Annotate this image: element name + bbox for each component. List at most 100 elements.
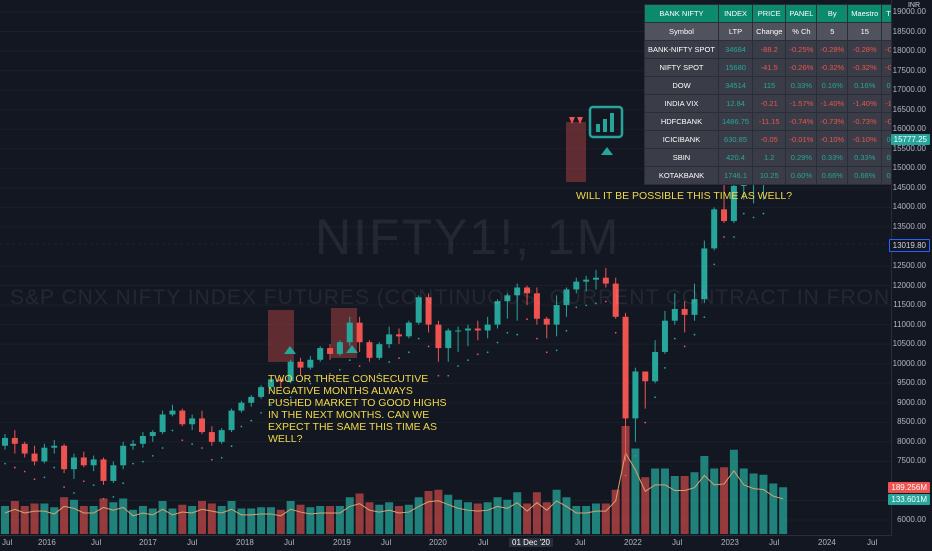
time-tick-label: 2022 [624, 538, 642, 547]
price-scale[interactable]: INR 19000.00 18500.00 18000.00 17500.00 1700… [888, 0, 932, 535]
time-axis[interactable]: Jul 2016 Jul 2017 Jul 2018 Jul 2019 Jul 2020 Jul 01… [0, 535, 892, 551]
trailing-stop-dot [63, 486, 65, 489]
panel-cell: BANK-NIFTY SPOT [644, 40, 719, 59]
volume-bar [729, 449, 738, 534]
time-tick-label: 2024 [818, 538, 836, 547]
price-tick-label: 6000.00 [897, 515, 926, 524]
time-tick-label: Jul [381, 538, 392, 547]
trailing-stop-dot [289, 396, 292, 399]
candle [218, 428, 225, 444]
volume-bar [749, 473, 758, 534]
trailing-stop-dot [388, 361, 391, 363]
volume-bar [237, 508, 246, 534]
candle [31, 445, 38, 466]
candle [238, 400, 245, 413]
volume-bar [542, 502, 551, 534]
volume-bar [680, 476, 689, 534]
price-tick-label: 10500.00 [892, 339, 926, 349]
volume-bar [395, 506, 403, 534]
panel-row: INDIA VIX12.84-0.21-1.57%-1.40%-1.40%-1.… [644, 94, 914, 113]
price-tick-label: 8000.00 [897, 436, 926, 446]
candle [425, 293, 432, 333]
volume-bar [138, 506, 147, 534]
trailing-stop-dot [250, 419, 253, 422]
panel-cell: PANEL [785, 4, 818, 23]
candle [327, 344, 334, 360]
trailing-stop-dot [398, 357, 400, 360]
volume-bar [355, 493, 364, 534]
volume-bar [414, 497, 423, 534]
candle [258, 385, 265, 399]
panel-cell: SBIN [644, 148, 719, 167]
panel-cell: -11.15 [752, 112, 787, 131]
volume-bar [276, 509, 285, 534]
volume-bar [99, 498, 108, 534]
candle [652, 340, 659, 384]
candle [721, 178, 728, 224]
candle [228, 408, 235, 433]
panel-cell: 0.66% [816, 166, 849, 185]
panel-cell: 0.33% [816, 148, 849, 167]
volume-bar [700, 456, 709, 534]
panel-cell: 15 [847, 22, 883, 41]
volume-bar [158, 501, 167, 534]
trailing-stop-dot [673, 337, 676, 340]
trailing-stop-dot [279, 400, 282, 403]
panel-cell: Symbol [644, 22, 719, 41]
candle [464, 324, 471, 347]
volume-ma-line [4, 451, 784, 517]
volume-bar [30, 503, 39, 534]
candlesticks [2, 133, 787, 485]
candle [366, 340, 373, 362]
trailing-stop-dot [545, 351, 548, 354]
volume-bar [552, 489, 561, 534]
candle [642, 371, 649, 409]
volume-bar [148, 508, 157, 534]
price-tick-label: 19000.00 [892, 7, 926, 16]
trailing-stop-dot [604, 300, 607, 303]
trailing-stop-dot [73, 492, 75, 494]
trailing-stop-dot [585, 304, 588, 307]
market-panel-table: BANK NIFTYINDEXPRICEPANELByMaestroTrader… [644, 4, 914, 185]
panel-cell: By [816, 4, 849, 23]
price-chart[interactable] [0, 0, 892, 535]
panel-cell: PRICE [752, 4, 787, 23]
volume-bar [503, 499, 512, 534]
volume-bar [739, 468, 748, 534]
volume-bar [247, 508, 256, 534]
trailing-stop-dot [654, 396, 656, 399]
trailing-stop-dot [516, 333, 519, 336]
time-tick-label: Jul [672, 538, 683, 547]
highlight-box-2021 [566, 122, 586, 182]
volume-bar [60, 497, 69, 534]
volume-bar [562, 497, 571, 534]
candle [681, 301, 688, 333]
trailing-stop-dot [368, 374, 371, 377]
volume-bar [168, 508, 177, 534]
price-tick-label: 14000.00 [892, 202, 926, 212]
panel-row: ICICIBANK630.85-0.05-0.01%-0.10%-0.10%0.… [644, 130, 914, 149]
panel-cell: -0.74% [785, 112, 818, 131]
panel-cell: 34684 [717, 40, 754, 59]
trailing-stop-dot [496, 341, 499, 344]
panel-cell: -0.05 [752, 130, 787, 149]
trailing-stop-dot [82, 480, 85, 483]
volume-bar [601, 503, 610, 534]
trailing-stop-dot [752, 216, 755, 219]
buy-signal-marker-2018 [284, 346, 296, 354]
volume-bar [660, 468, 669, 534]
panel-cell: -88.2 [752, 40, 787, 59]
trailing-stop-dot [427, 345, 430, 348]
annotation-possible-this-time: WILL IT BE POSSIBLE THIS TIME AS WELL? [576, 190, 793, 202]
volume-bar [759, 474, 768, 534]
price-tick-label: 16500.00 [892, 104, 926, 114]
candle [661, 310, 668, 354]
candle [248, 394, 255, 407]
annotation-consecutive-negative-months: TWO OR THREE CONSECUTIVE NEGATIVE MONTHS… [268, 373, 447, 445]
panel-cell: -0.10% [816, 130, 849, 149]
volume-bar [523, 503, 532, 534]
trailing-stop-dot [733, 236, 735, 238]
trailing-stop-dot [664, 367, 666, 369]
candle [632, 367, 639, 442]
volume-bar [779, 487, 788, 534]
